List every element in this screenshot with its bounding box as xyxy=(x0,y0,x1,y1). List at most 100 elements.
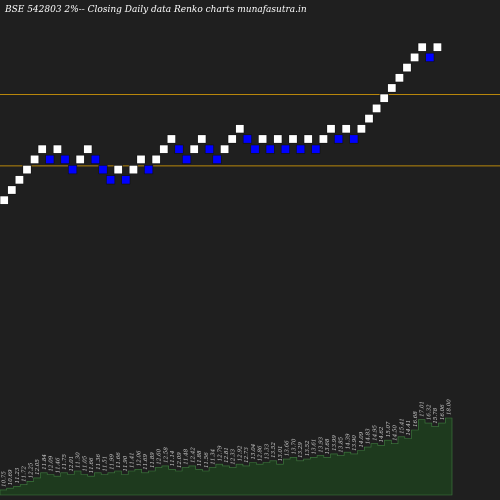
up-brick-35 xyxy=(258,134,268,144)
volume-label-15: 11.36 xyxy=(96,454,102,470)
down-brick-13 xyxy=(90,154,100,164)
renko-bricks xyxy=(0,42,442,205)
volume-label-67: 18.00 xyxy=(447,399,453,415)
down-brick-28 xyxy=(204,144,214,154)
volume-label-30: 11.88 xyxy=(197,450,203,466)
volume-label-39: 12.86 xyxy=(258,445,264,461)
volume-label-18: 11.66 xyxy=(116,452,122,468)
volume-label-20: 11.41 xyxy=(130,452,136,468)
volume-label-49: 13.68 xyxy=(325,438,331,454)
volume-label-63: 17.01 xyxy=(420,401,426,417)
down-brick-38 xyxy=(280,144,290,154)
volume-label-31: 11.56 xyxy=(204,452,210,468)
down-brick-40 xyxy=(296,144,306,154)
down-brick-36 xyxy=(265,144,275,154)
volume-label-8: 12.09 xyxy=(49,455,55,471)
volume-label-50: 13.99 xyxy=(332,435,338,451)
down-brick-45 xyxy=(334,134,344,144)
volume-label-42: 13.01 xyxy=(278,445,284,461)
volume-label-27: 12.09 xyxy=(177,452,183,468)
volume-label-47: 13.61 xyxy=(312,439,318,455)
volume-label-48: 13.93 xyxy=(318,436,324,452)
volume-label-3: 11.23 xyxy=(15,467,21,483)
up-brick-8 xyxy=(52,144,62,154)
volume-label-34: 12.81 xyxy=(224,447,230,463)
up-brick-21 xyxy=(151,154,161,164)
down-brick-14 xyxy=(98,165,108,175)
volume-label-21: 12.06 xyxy=(136,450,142,466)
volume-label-65: 15.78 xyxy=(433,407,439,423)
volume-label-32: 11.34 xyxy=(211,448,217,464)
up-brick-55 xyxy=(410,52,420,62)
down-brick-25 xyxy=(182,154,192,164)
up-brick-50 xyxy=(372,103,382,113)
up-brick-18 xyxy=(128,165,138,175)
up-brick-52 xyxy=(387,83,397,93)
up-brick-16 xyxy=(113,165,123,175)
down-brick-24 xyxy=(174,144,184,154)
volume-label-60: 15.41 xyxy=(399,418,405,434)
volume-label-51: 13.85 xyxy=(339,436,345,452)
volume-label-36: 12.92 xyxy=(238,445,244,461)
down-brick-33 xyxy=(242,134,252,144)
volume-label-14: 11.66 xyxy=(89,457,95,473)
up-brick-51 xyxy=(379,93,389,103)
volume-label-66: 16.06 xyxy=(440,404,446,420)
up-brick-22 xyxy=(159,144,169,154)
volume-label-24: 12.60 xyxy=(157,448,163,464)
up-brick-1 xyxy=(0,195,9,205)
down-brick-57 xyxy=(425,52,435,62)
up-brick-54 xyxy=(402,63,412,73)
volume-label-4: 11.72 xyxy=(22,465,28,481)
volume-label-43: 13.66 xyxy=(285,440,291,456)
volume-label-64: 16.32 xyxy=(426,404,432,420)
up-brick-23 xyxy=(166,134,176,144)
up-brick-32 xyxy=(235,124,245,134)
volume-label-58: 15.07 xyxy=(386,421,392,437)
down-brick-29 xyxy=(212,154,222,164)
volume-labels: 10.75 10.69 11.23 11.72 12.25 12.05 11.84 12.09… xyxy=(1,399,452,487)
volume-label-40: 13.33 xyxy=(265,443,271,459)
volume-label-26: 11.14 xyxy=(170,450,176,466)
down-brick-17 xyxy=(121,175,131,185)
up-brick-11 xyxy=(75,154,85,164)
volume-label-37: 12.73 xyxy=(244,447,250,463)
volume-label-19: 11.90 xyxy=(123,455,129,471)
volume-label-38: 13.04 xyxy=(251,443,257,459)
volume-label-55: 14.83 xyxy=(366,428,372,444)
down-brick-9 xyxy=(60,154,70,164)
volume-label-10: 11.75 xyxy=(62,454,68,470)
volume-label-5: 12.25 xyxy=(28,462,34,478)
volume-label-25: 12.58 xyxy=(163,447,169,463)
volume-label-28: 11.48 xyxy=(184,448,190,464)
up-brick-49 xyxy=(364,114,374,124)
volume-label-45: 13.29 xyxy=(298,442,304,458)
volume-label-1: 10.75 xyxy=(1,471,7,487)
volume-label-54: 14.09 xyxy=(359,431,365,447)
reference-lines xyxy=(0,94,500,167)
volume-label-46: 13.52 xyxy=(305,440,311,456)
volume-area xyxy=(0,417,453,496)
down-brick-34 xyxy=(250,144,260,154)
volume-label-23: 11.89 xyxy=(150,452,156,468)
volume-label-62: 16.68 xyxy=(413,411,419,427)
volume-label-44: 13.70 xyxy=(292,438,298,454)
volume-label-16: 11.51 xyxy=(103,456,109,472)
down-brick-7 xyxy=(45,154,55,164)
volume-label-9: 11.46 xyxy=(55,457,61,473)
up-brick-44 xyxy=(326,124,336,134)
chart-title: BSE 542803 2%-- Closing Daily data Renko… xyxy=(4,5,307,15)
down-brick-10 xyxy=(68,165,78,175)
volume-label-57: 14.62 xyxy=(379,426,385,442)
up-brick-26 xyxy=(189,144,199,154)
volume-label-53: 13.90 xyxy=(352,435,358,451)
down-brick-47 xyxy=(349,134,359,144)
up-brick-27 xyxy=(197,134,207,144)
volume-label-7: 11.84 xyxy=(42,454,48,470)
volume-label-13: 11.05 xyxy=(82,455,88,471)
volume-step-area xyxy=(0,417,453,496)
volume-label-59: 14.50 xyxy=(393,424,399,440)
up-brick-48 xyxy=(356,124,366,134)
